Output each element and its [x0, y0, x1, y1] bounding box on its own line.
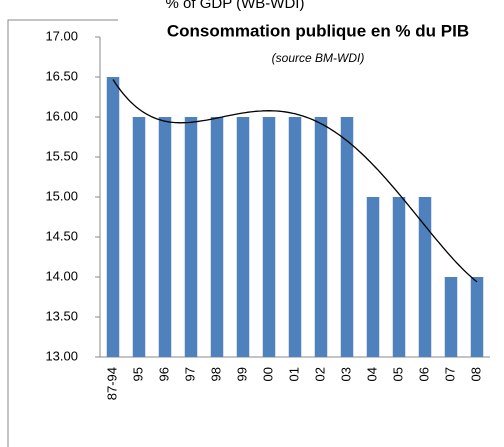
y-tick-label: 16.00 [45, 108, 78, 123]
x-tick-label: 97 [182, 367, 197, 381]
x-tick-label: 07 [442, 367, 457, 381]
bar [158, 117, 172, 357]
y-tick-label: 14.50 [45, 228, 78, 243]
bar [106, 77, 120, 357]
x-tick-label: 04 [364, 367, 379, 381]
bar [392, 197, 406, 357]
bar [366, 197, 380, 357]
y-tick-label: 15.50 [45, 148, 78, 163]
chart-title: Consommation publique en % du PIB [167, 21, 469, 40]
x-tick-label: 02 [312, 367, 327, 381]
x-tick-label: 03 [338, 367, 353, 381]
y-tick-label: 15.00 [45, 188, 78, 203]
x-tick-label: 01 [286, 367, 301, 381]
bar [132, 117, 146, 357]
y-tick-label: 16.50 [45, 68, 78, 83]
bar [444, 277, 458, 357]
x-tick-label: 00 [260, 367, 275, 381]
x-tick-label: 98 [208, 367, 223, 381]
y-tick-label: 13.50 [45, 308, 78, 323]
bar [184, 117, 198, 357]
bar [262, 117, 276, 357]
x-tick-label: 99 [234, 367, 249, 381]
bar [288, 117, 302, 357]
chart-subtitle: (source BM-WDI) [272, 51, 365, 65]
bar [236, 117, 250, 357]
bar [470, 277, 484, 357]
x-tick-label: 05 [390, 367, 405, 381]
bar [418, 197, 432, 357]
x-tick-label: 08 [468, 367, 483, 381]
y-tick-label: 17.00 [45, 28, 78, 43]
bar [340, 117, 354, 357]
x-tick-label: 87-94 [104, 367, 119, 400]
x-tick-label: 96 [156, 367, 171, 381]
top-caption: % of GDP (WB-WDI) [166, 0, 305, 12]
bar [210, 117, 224, 357]
trendline [112, 79, 478, 283]
bar [314, 117, 328, 357]
x-tick-label: 06 [416, 367, 431, 381]
x-tick-label: 95 [130, 367, 145, 381]
title-backdrop [118, 14, 504, 44]
y-tick-label: 13.00 [45, 348, 78, 363]
y-tick-label: 14.00 [45, 268, 78, 283]
